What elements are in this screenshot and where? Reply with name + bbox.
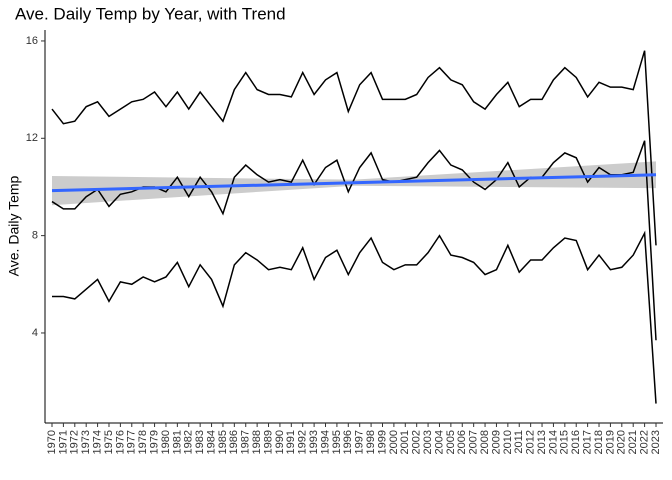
- x-tick-label: 2019: [604, 430, 616, 454]
- x-tick-label: 2010: [502, 430, 514, 454]
- y-tick-label: 4: [32, 327, 38, 339]
- x-tick-label: 2002: [411, 430, 423, 454]
- x-tick-label: 1976: [114, 430, 126, 454]
- series-line: [52, 230, 657, 404]
- x-tick-label: 1982: [183, 430, 195, 454]
- x-tick-label: 1988: [251, 430, 263, 454]
- x-tick-label: 1980: [160, 430, 172, 454]
- x-tick-label: 1986: [228, 430, 240, 454]
- trend-line: [51, 173, 657, 193]
- x-tick-label: 1994: [319, 430, 331, 454]
- x-tick-label: 2018: [593, 430, 605, 454]
- x-tick-label: 2011: [513, 430, 525, 454]
- x-tick-label: 1973: [80, 430, 92, 454]
- x-tick-label: 1997: [354, 430, 366, 454]
- x-tick-label: 2023: [650, 430, 662, 454]
- x-tick-label: 1991: [285, 430, 297, 454]
- x-tick-label: 2000: [388, 430, 400, 454]
- x-tick-label: 1979: [148, 430, 160, 454]
- x-tick-label: 1983: [194, 430, 206, 454]
- x-tick-label: 2007: [468, 430, 480, 454]
- x-tick-label: 2015: [559, 430, 571, 454]
- x-tick-label: 2012: [525, 430, 537, 454]
- x-tick-label: 2005: [445, 430, 457, 454]
- x-tick-label: 1975: [103, 430, 115, 454]
- x-tick-label: 1998: [365, 430, 377, 454]
- x-tick-label: 2016: [570, 430, 582, 454]
- y-axis-label: Ave. Daily Temp: [6, 175, 22, 276]
- y-tick-label: 16: [26, 35, 38, 47]
- x-tick-label: 2009: [490, 430, 502, 454]
- x-tick-label: 2022: [639, 430, 651, 454]
- x-tick-label: 1999: [376, 430, 388, 454]
- x-tick-label: 2020: [616, 430, 628, 454]
- x-tick-label: 2003: [422, 430, 434, 454]
- x-tick-label: 1970: [46, 430, 58, 454]
- x-tick-label: 1974: [91, 430, 103, 454]
- chart-title: Ave. Daily Temp by Year, with Trend: [15, 4, 286, 23]
- x-tick-label: 2006: [456, 430, 468, 454]
- x-tick-label: 2008: [479, 430, 491, 454]
- series-line: [51, 50, 657, 246]
- x-tick-label: 1985: [217, 430, 229, 454]
- x-tick-label: 1992: [297, 430, 309, 454]
- x-tick-label: 2004: [433, 430, 445, 454]
- x-tick-label: 1972: [69, 430, 81, 454]
- x-tick-label: 1995: [331, 430, 343, 454]
- x-tick-label: 1990: [274, 430, 286, 454]
- x-tick-label: 1989: [262, 430, 274, 454]
- y-tick-label: 12: [26, 132, 38, 144]
- x-tick-label: 1984: [205, 430, 217, 454]
- x-tick-label: 2013: [536, 430, 548, 454]
- x-tick-label: 1978: [137, 430, 149, 454]
- x-tick-label: 2021: [627, 430, 639, 454]
- x-tick-label: 1981: [171, 430, 183, 454]
- x-tick-label: 2017: [582, 430, 594, 454]
- x-tick-label: 1987: [240, 430, 252, 454]
- x-tick-label: 1977: [126, 430, 138, 454]
- x-tick-label: 1996: [342, 430, 354, 454]
- x-tick-label: 1993: [308, 430, 320, 454]
- x-tick-label: 2001: [399, 430, 411, 454]
- y-tick-label: 8: [32, 230, 38, 242]
- x-tick-label: 1971: [57, 430, 69, 454]
- x-tick-label: 2014: [547, 430, 559, 454]
